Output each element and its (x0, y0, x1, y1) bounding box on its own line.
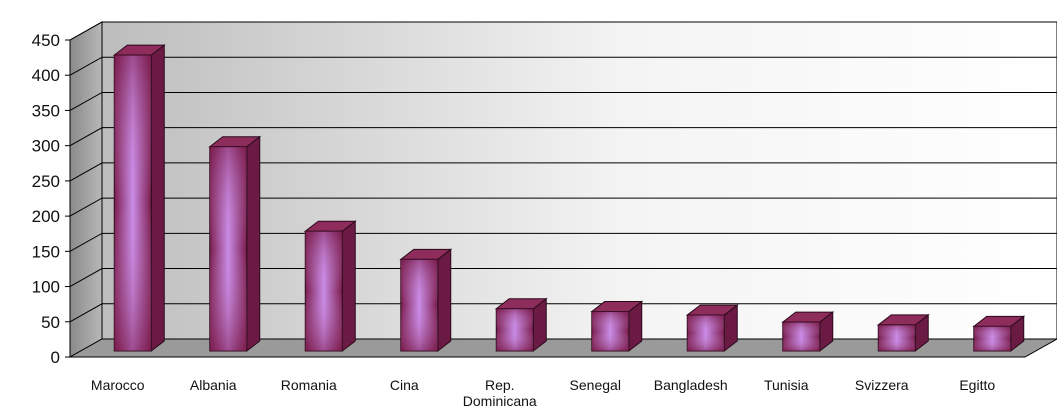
bar-side (437, 248, 452, 353)
bar-shade (782, 322, 820, 351)
x-tick-label: Senegal (570, 377, 621, 393)
x-tick-label: Egitto (959, 377, 995, 393)
bar-side (246, 135, 261, 353)
bar-shade (591, 311, 629, 351)
x-tick-label: Tunisia (764, 377, 809, 393)
gridline (69, 91, 1057, 111)
x-tick-label: Romania (281, 377, 337, 393)
x-tick-label: Rep. Dominicana (463, 377, 537, 409)
y-tick-label: 400 (32, 66, 60, 85)
x-tick-label: Albania (190, 377, 237, 393)
x-tick-label: Svizzera (855, 377, 909, 393)
y-tick-label: 150 (32, 242, 60, 261)
bar-shade (305, 231, 343, 351)
bar (494, 297, 548, 353)
gridline (69, 56, 1057, 76)
y-tick-label: 250 (32, 172, 60, 191)
gridline (69, 268, 1057, 287)
bar (303, 220, 357, 353)
gridline (69, 127, 1057, 147)
bar (685, 304, 739, 353)
y-tick-label: 200 (32, 207, 60, 226)
x-tick-label: Bangladesh (654, 377, 728, 393)
gridline (69, 21, 1057, 41)
y-tick-label: 450 (32, 31, 60, 50)
bar-shade (114, 55, 152, 352)
bar (399, 248, 453, 353)
bar (590, 300, 644, 353)
x-tick-label: Marocco (91, 377, 145, 393)
bar-shade (878, 324, 916, 351)
gridline (69, 303, 1057, 323)
gridline (69, 162, 1057, 182)
gridline (69, 232, 1057, 252)
y-tick-label: 0 (51, 348, 60, 367)
bar-shade (687, 315, 725, 351)
bar (876, 313, 930, 353)
bar (972, 315, 1026, 353)
y-tick-label: 50 (41, 313, 60, 332)
x-tick-label: Cina (390, 377, 419, 393)
bar-side (341, 220, 356, 353)
bar-shade (973, 326, 1011, 351)
bar-side (150, 44, 165, 353)
bar (208, 135, 262, 353)
bar-shade (209, 146, 247, 351)
bar (781, 311, 835, 353)
y-tick-label: 350 (32, 101, 60, 120)
gridline (69, 197, 1057, 217)
y-tick-label: 100 (32, 278, 60, 297)
bar-shade (400, 259, 438, 351)
bar (112, 44, 166, 353)
y-tick-label: 300 (32, 137, 60, 156)
bar-shade (496, 308, 534, 351)
